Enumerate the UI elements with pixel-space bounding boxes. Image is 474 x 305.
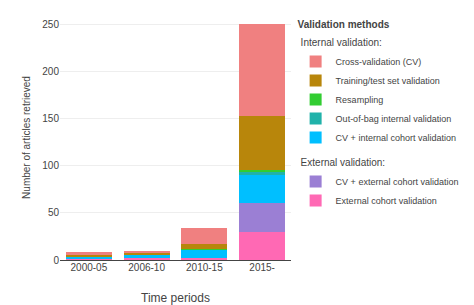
svg-text:Resampling: Resampling [336, 95, 384, 105]
svg-text:Time periods: Time periods [141, 291, 210, 305]
svg-text:Training/test set validation: Training/test set validation [336, 76, 440, 86]
svg-text:External cohort validation: External cohort validation [336, 196, 437, 206]
svg-text:2015-: 2015- [249, 262, 275, 273]
svg-text:50: 50 [48, 207, 60, 218]
svg-text:2000-05: 2000-05 [71, 262, 108, 273]
svg-text:Number of articles retrieved: Number of articles retrieved [21, 76, 32, 199]
svg-text:External validation:: External validation: [301, 157, 386, 168]
svg-text:150: 150 [42, 113, 59, 124]
svg-text:CV + external cohort validatio: CV + external cohort validation [336, 177, 459, 187]
svg-text:0: 0 [53, 255, 59, 266]
svg-text:2006-10: 2006-10 [128, 262, 165, 273]
svg-text:CV + internal cohort validatio: CV + internal cohort validation [336, 133, 456, 143]
svg-text:Cross-validation (CV): Cross-validation (CV) [336, 57, 422, 67]
svg-text:200: 200 [42, 66, 59, 77]
svg-text:100: 100 [42, 160, 59, 171]
svg-text:250: 250 [42, 19, 59, 30]
svg-text:Out-of-bag internal validation: Out-of-bag internal validation [336, 114, 452, 124]
svg-text:Internal validation:: Internal validation: [301, 37, 382, 48]
svg-text:2010-15: 2010-15 [186, 262, 223, 273]
svg-text:Validation methods: Validation methods [298, 19, 390, 30]
